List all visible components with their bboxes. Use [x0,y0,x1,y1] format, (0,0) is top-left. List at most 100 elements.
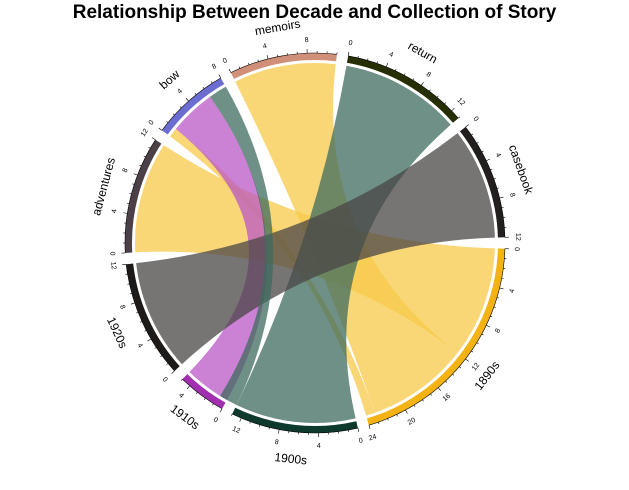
tick-minor [136,312,139,314]
chord-link-1910s-bow [175,96,268,401]
tick-minor [471,350,474,353]
tick-label: 4 [136,342,144,349]
tick-minor [471,133,474,136]
tick-label: 4 [111,209,119,214]
tick-minor [231,413,233,416]
tick-label: 12 [514,233,521,241]
tick-minor [154,347,157,349]
sector-label-adventures: adventures [89,156,118,217]
tick-label: 4 [176,88,184,96]
tick-minor [496,297,500,299]
sector-axis-bow [161,77,221,131]
tick-label: 0 [472,116,480,123]
tick-label: 0 [148,119,156,126]
tick-label: 4 [317,443,321,450]
tick-major [228,68,232,73]
tick-minor [129,193,132,195]
sector-adventures [125,139,162,253]
tick-major [171,370,175,374]
sector-1920s [126,263,180,371]
chord-link-1920s-casebook [136,133,495,365]
tick-minor [496,187,500,189]
tick-major [465,124,469,128]
tick-label: 8 [274,439,279,447]
tick-major [451,107,455,112]
tick-label: 0 [161,376,169,384]
tick-label: 0 [358,437,363,445]
tick-major [420,81,424,86]
chart-title: Relationship Between Decade and Collecti… [72,2,557,23]
tick-minor [367,58,369,61]
tick-major [278,429,280,434]
tick-minor [139,321,143,323]
tick-minor [412,78,415,81]
tick-minor [378,422,380,425]
tick-minor [259,424,261,427]
tick-label: 12 [109,262,117,271]
tick-minor [458,116,460,119]
tick-minor [203,397,206,400]
tick-major [158,127,163,131]
sector-memoirs [230,53,337,79]
tick-label: 12 [455,97,466,108]
tick-minor [476,142,479,144]
tick-label: 4 [177,392,185,400]
sector-label-1900s: 1900s [274,450,308,468]
tick-label: 0 [348,40,353,48]
tick-minor [413,404,416,407]
tick-label: 4 [509,288,517,294]
tick-label: 8 [305,37,309,44]
tick-label: 0 [108,251,115,255]
tick-minor [422,399,424,402]
tick-major [266,54,269,59]
tick-minor [144,330,147,332]
tick-minor [445,380,448,383]
tick-major [486,324,491,328]
sector-label-casebook: casebook [506,143,537,197]
sector-label-return: return [406,39,440,67]
tick-minor [248,62,250,65]
sector-axis-1890s [368,248,506,426]
tick-major [405,409,408,414]
tick-minor [493,306,496,308]
tick-minor [376,61,378,64]
chord-link-1900s-bow [209,86,274,406]
sector-1890s [366,248,505,426]
tick-minor [160,355,163,358]
tick-label: 12 [471,362,481,373]
tick-label: 8 [122,167,130,173]
tick-minor [172,113,175,116]
sector-1910s [182,374,226,409]
tick-minor [403,73,406,76]
tick-minor [166,121,169,123]
tick-minor [129,293,132,295]
tick-minor [210,81,213,84]
tick-label: 4 [262,43,268,51]
chord-links [135,62,495,423]
tick-minor [490,315,493,318]
tick-minor [481,333,484,336]
tick-major [130,302,135,305]
tick-minor [194,92,197,95]
tick-minor [493,178,496,180]
sector-axis-memoirs [230,52,337,73]
sector-axis-1900s [232,413,358,434]
tick-major [347,51,350,56]
tick-minor [396,414,398,417]
tick-label: 8 [508,192,516,198]
sector-label-memoirs: memoirs [254,17,302,39]
sector-bow [161,78,225,135]
tick-label: 8 [118,304,126,310]
tick-label: 0 [515,247,522,251]
tick-minor [257,59,259,62]
sector-axis-return [348,55,459,119]
tick-major [147,338,152,342]
tick-minor [481,150,484,153]
tick-minor [238,66,241,69]
tick-label: 4 [494,152,502,159]
tick-minor [387,418,389,421]
tick-minor [202,86,205,89]
tick-major [218,74,222,79]
tick-minor [429,89,431,92]
tick-major [186,385,190,390]
